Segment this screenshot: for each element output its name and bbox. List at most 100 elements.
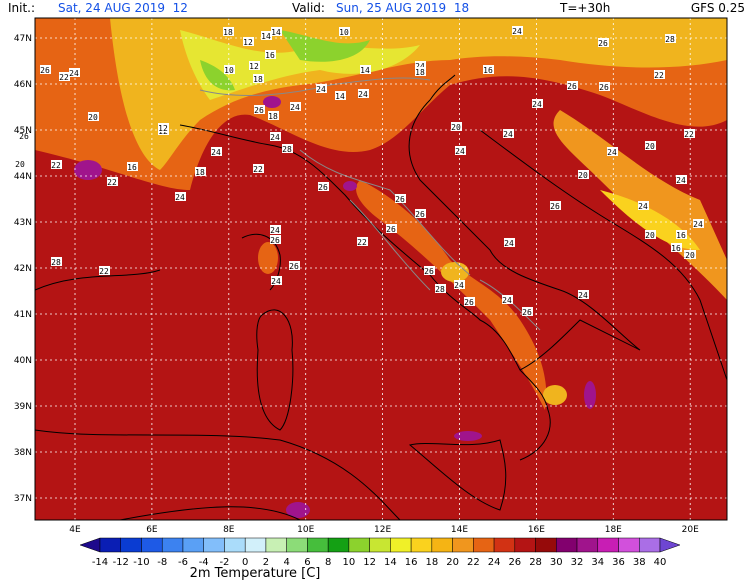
label-box xyxy=(424,266,435,275)
colorbar-box xyxy=(390,537,412,553)
colorbar-label: -6 xyxy=(178,557,188,568)
colorbar-box xyxy=(120,537,142,553)
temperature-label: 26 xyxy=(40,66,50,75)
label-box xyxy=(599,82,610,91)
temperature-label: 24 xyxy=(607,148,617,157)
label-box xyxy=(503,129,514,138)
colorbar-label: 10 xyxy=(343,557,356,568)
temperature-label: 20 xyxy=(15,160,25,169)
temperature-label: 18 xyxy=(268,112,278,121)
temperature-label: 16 xyxy=(127,163,137,172)
temperature-label: 24 xyxy=(290,103,300,112)
label-box xyxy=(671,243,682,252)
label-box xyxy=(270,225,281,234)
temperature-label: 26 xyxy=(395,195,405,204)
label-box xyxy=(271,276,282,285)
label-box xyxy=(693,219,704,228)
temperature-label: 16 xyxy=(676,231,686,240)
graticule xyxy=(35,18,727,520)
label-box xyxy=(454,280,465,289)
label-box xyxy=(645,141,656,150)
label-box xyxy=(654,70,665,79)
colorbar-label: 12 xyxy=(363,557,376,568)
temperature-label: 20 xyxy=(685,251,695,260)
temperature-label: 22 xyxy=(253,165,263,174)
mild-zone xyxy=(600,190,700,250)
temperature-label: 24 xyxy=(271,277,281,286)
colorbar-label: -10 xyxy=(133,557,149,568)
hot-spot xyxy=(74,160,102,180)
lon-label: 12E xyxy=(374,525,391,535)
temperature-label: 24 xyxy=(512,27,522,36)
temperature-label: 12 xyxy=(243,38,253,47)
colorbar-box xyxy=(431,537,453,553)
temperature-label: 28 xyxy=(282,145,292,154)
label-box xyxy=(415,209,426,218)
label-box xyxy=(386,224,397,233)
temperature-label: 20 xyxy=(451,123,461,132)
temperature-label: 24 xyxy=(270,133,280,142)
label-box xyxy=(224,65,235,74)
label-box xyxy=(69,68,80,77)
lon-label: 16E xyxy=(528,525,545,535)
colorbar-box xyxy=(141,537,163,553)
temperature-label: 22 xyxy=(99,267,109,276)
label-box xyxy=(268,111,279,120)
temperature-label: 24 xyxy=(532,100,542,109)
colorbar-box xyxy=(203,537,225,553)
colorbar-box xyxy=(327,537,350,553)
borders xyxy=(199,77,541,331)
label-box xyxy=(676,175,687,184)
label-box xyxy=(504,238,515,247)
lat-label: 38N xyxy=(14,448,32,458)
lat-label: 45N xyxy=(14,126,32,136)
lat-label: 37N xyxy=(14,494,32,504)
colorbar-label: 16 xyxy=(405,557,418,568)
colorbar-label: 4 xyxy=(283,557,289,568)
lon-label: 4E xyxy=(69,525,81,535)
label-box xyxy=(665,34,676,43)
colorbar-box xyxy=(514,537,536,553)
label-box xyxy=(455,146,466,155)
colorbar-box xyxy=(224,537,246,553)
map xyxy=(34,18,728,521)
label-box xyxy=(40,65,51,74)
colorbar-label: -8 xyxy=(157,557,167,568)
colorbar-box xyxy=(452,537,474,553)
colorbar-label: 26 xyxy=(508,557,521,568)
hot-spot xyxy=(286,502,310,518)
temperature-label: 24 xyxy=(504,239,514,248)
label-box xyxy=(607,147,618,156)
cold-zone xyxy=(280,30,370,62)
label-box xyxy=(253,164,264,173)
label-box xyxy=(522,307,533,316)
temperature-label: 22 xyxy=(51,161,61,170)
mild-zone xyxy=(543,385,567,405)
temperature-label: 24 xyxy=(211,148,221,157)
colorbar-label: -12 xyxy=(113,557,129,568)
lat-label: 41N xyxy=(14,310,32,320)
label-box xyxy=(19,131,30,140)
mild-zone xyxy=(441,262,469,282)
temperature-label: 22 xyxy=(684,130,694,139)
colorbar-box xyxy=(286,537,308,553)
temperature-label: 20 xyxy=(645,142,655,151)
temperature-label: 24 xyxy=(638,202,648,211)
colorbar-box xyxy=(618,537,640,553)
temperature-label: 24 xyxy=(502,296,512,305)
temperature-label: 26 xyxy=(567,82,577,91)
colorbar-label: -4 xyxy=(199,557,209,568)
temperature-label: 26 xyxy=(550,202,560,211)
temperature-label: 24 xyxy=(270,226,280,235)
lon-label: 6E xyxy=(146,525,158,535)
label-box xyxy=(316,84,327,93)
label-box xyxy=(271,27,282,36)
label-box xyxy=(360,65,371,74)
label-box xyxy=(578,170,589,179)
lon-label: 10E xyxy=(297,525,314,535)
temperature-label: 12 xyxy=(158,124,168,133)
model-name: GFS 0.25 xyxy=(691,1,745,15)
colorbar-label: 18 xyxy=(425,557,438,568)
label-box xyxy=(550,201,561,210)
